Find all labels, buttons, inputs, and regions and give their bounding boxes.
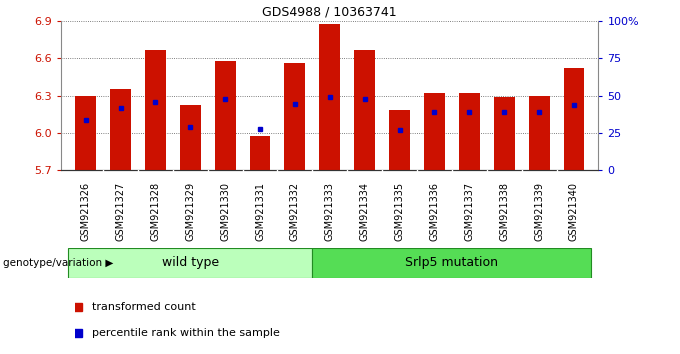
Text: GSM921337: GSM921337 xyxy=(464,182,475,241)
Text: Srlp5 mutation: Srlp5 mutation xyxy=(405,256,498,269)
Bar xyxy=(68,248,312,278)
Bar xyxy=(110,90,131,170)
Text: transformed count: transformed count xyxy=(92,302,196,312)
Bar xyxy=(320,24,340,170)
Text: GSM921340: GSM921340 xyxy=(569,182,579,241)
Text: GSM921335: GSM921335 xyxy=(394,182,405,241)
Text: GSM921328: GSM921328 xyxy=(150,182,160,241)
Bar xyxy=(145,50,166,170)
Bar xyxy=(312,248,592,278)
Bar xyxy=(494,97,515,170)
Text: GSM921338: GSM921338 xyxy=(499,182,509,241)
Bar xyxy=(284,63,305,170)
Text: GSM921339: GSM921339 xyxy=(534,182,544,241)
Bar xyxy=(459,93,480,170)
Text: GSM921333: GSM921333 xyxy=(325,182,335,241)
Text: GSM921330: GSM921330 xyxy=(220,182,230,241)
Bar xyxy=(215,61,235,170)
Bar xyxy=(424,93,445,170)
Text: GSM921336: GSM921336 xyxy=(430,182,439,241)
Text: GSM921334: GSM921334 xyxy=(360,182,370,241)
Text: GSM921327: GSM921327 xyxy=(116,182,126,241)
Text: GSM921331: GSM921331 xyxy=(255,182,265,241)
Bar xyxy=(528,96,549,170)
Bar xyxy=(389,110,410,170)
Text: GSM921332: GSM921332 xyxy=(290,182,300,241)
Bar xyxy=(250,137,271,170)
Text: genotype/variation ▶: genotype/variation ▶ xyxy=(3,258,114,268)
Text: GSM921326: GSM921326 xyxy=(81,182,90,241)
Text: GSM921329: GSM921329 xyxy=(185,182,195,241)
Text: percentile rank within the sample: percentile rank within the sample xyxy=(92,328,279,338)
Text: wild type: wild type xyxy=(162,256,219,269)
Bar xyxy=(354,50,375,170)
Bar xyxy=(180,105,201,170)
Bar xyxy=(564,68,584,170)
Bar xyxy=(75,96,96,170)
Title: GDS4988 / 10363741: GDS4988 / 10363741 xyxy=(262,6,397,19)
